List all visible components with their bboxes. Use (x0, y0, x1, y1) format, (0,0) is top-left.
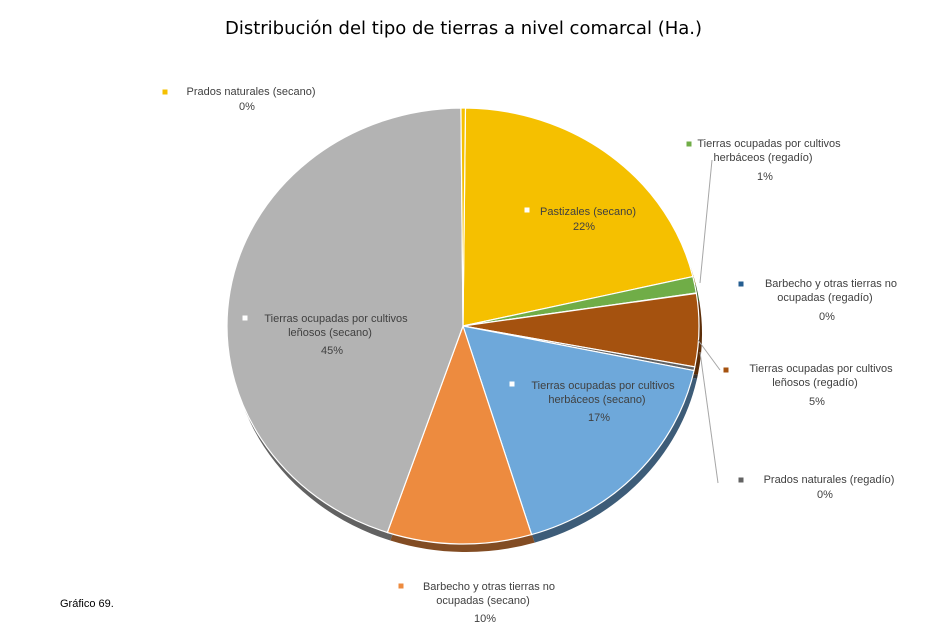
data-value-pastizales-secano: 22% (573, 221, 595, 233)
legend-marker-tierras-ocupadas-por-cultivos-herbaceos-regadio (686, 141, 692, 147)
data-label-prados-naturales-secano: Prados naturales (secano) (186, 86, 315, 98)
data-label-tierras-ocupadas-por-cultivos-lenosos-secano: Tierras ocupadas por cultivos leñosos (se… (264, 313, 408, 339)
chart-caption: Gráfico 69. (60, 598, 114, 610)
data-value-tierras-ocupadas-por-cultivos-lenosos-secano: 45% (321, 345, 343, 357)
legend-marker-barbecho-y-otras-tierras-no-ocupadas-secano (398, 583, 404, 589)
data-label-tierras-ocupadas-por-cultivos-lenosos-regadio: Tierras ocupadas por cultivos leñosos (re… (749, 363, 893, 389)
legend-marker-barbecho-y-otras-tierras-no-ocupadas-regadio (738, 281, 744, 287)
legend-marker-prados-naturales-regadio (738, 477, 744, 483)
pie-slice-tierras-ocupadas-por-cultivos-lenosos-secano (226, 107, 464, 534)
data-value-tierras-ocupadas-por-cultivos-herbaceos-secano: 17% (588, 412, 610, 424)
leader-line-tierras-ocupadas-por-cultivos-herbaceos-regadio (699, 159, 713, 284)
data-label-prados-naturales-regadio: Prados naturales (regadío) (764, 474, 895, 486)
data-label-pastizales-secano: Pastizales (secano) (540, 206, 636, 218)
legend-marker-tierras-ocupadas-por-cultivos-herbaceos-secano (507, 379, 517, 389)
leader-line-prados-naturales-regadio (699, 351, 719, 484)
legend-marker-prados-naturales-secano (162, 89, 168, 95)
pie-slice-tierras-ocupadas-por-cultivos-herbaceos-secano (462, 325, 695, 536)
data-label-tierras-ocupadas-por-cultivos-herbaceos-regadio: Tierras ocupadas por cultivos herbáceos (… (697, 138, 841, 164)
pie-slice-prados-naturales-secano (460, 107, 467, 327)
leader-line-tierras-ocupadas-por-cultivos-lenosos-regadio (697, 339, 721, 371)
data-label-tierras-ocupadas-por-cultivos-herbaceos-secano: Tierras ocupadas por cultivos herbáceos (… (531, 380, 675, 406)
legend-marker-tierras-ocupadas-por-cultivos-lenosos-regadio (723, 367, 729, 373)
data-value-tierras-ocupadas-por-cultivos-lenosos-regadio: 5% (809, 396, 825, 408)
chart-title: Distribución del tipo de tierras a nivel… (224, 18, 703, 39)
data-value-prados-naturales-secano: 0% (239, 101, 255, 113)
data-label-barbecho-y-otras-tierras-no-ocupadas-regadio: Barbecho y otras tierras no ocupadas (reg… (765, 278, 897, 304)
pie-slice-pastizales-secano (462, 107, 694, 327)
legend-marker-tierras-ocupadas-por-cultivos-lenosos-secano (240, 313, 250, 323)
legend-marker-pastizales-secano (522, 205, 532, 215)
data-label-barbecho-y-otras-tierras-no-ocupadas-secano: Barbecho y otras tierras no ocupadas (sec… (423, 581, 555, 607)
pie-slice-barbecho-y-otras-tierras-no-ocupadas-secano (386, 324, 533, 545)
data-value-barbecho-y-otras-tierras-no-ocupadas-secano: 10% (474, 613, 496, 625)
data-value-barbecho-y-otras-tierras-no-ocupadas-regadio: 0% (819, 311, 835, 323)
data-value-tierras-ocupadas-por-cultivos-herbaceos-regadio: 1% (757, 171, 773, 183)
data-value-prados-naturales-regadio: 0% (817, 489, 833, 501)
